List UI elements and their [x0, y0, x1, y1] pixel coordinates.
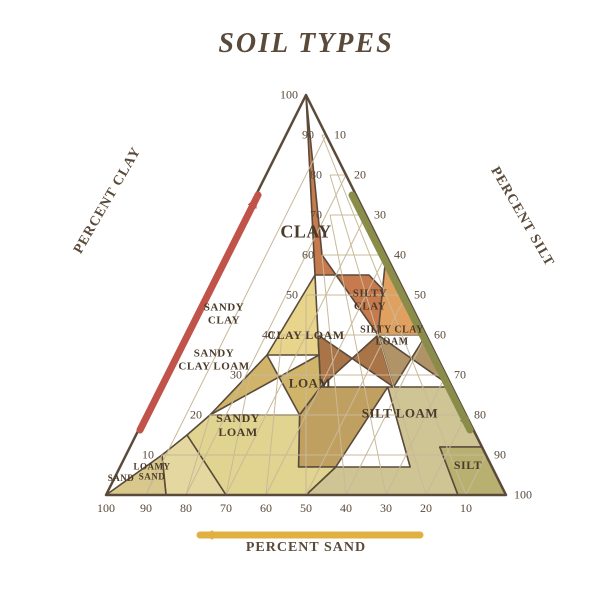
ternary-triangle [0, 0, 612, 612]
tick-label: 40 [394, 248, 406, 263]
tick-label: 10 [142, 448, 154, 463]
tick-label: 80 [474, 408, 486, 423]
region-label: LOAMYSAND [134, 462, 171, 483]
tick-label: 70 [454, 368, 466, 383]
tick-label: 50 [300, 501, 312, 516]
tick-label: 50 [414, 288, 426, 303]
region-label: SILT LOAM [362, 407, 438, 422]
tick-label: 100 [97, 501, 115, 516]
region-label: SANDYCLAY LOAM [178, 347, 249, 372]
region-label: SANDYLOAM [216, 412, 260, 440]
region-label: SANDYCLAY [204, 301, 244, 326]
tick-label: 40 [340, 501, 352, 516]
axis-arrow [200, 530, 420, 540]
tick-label: 20 [354, 168, 366, 183]
region-label: SAND [108, 473, 135, 483]
tick-label: 90 [302, 128, 314, 143]
tick-label: 90 [140, 501, 152, 516]
region-label: CLAY [280, 222, 331, 243]
region-label: SILTY CLAYLOAM [360, 325, 424, 348]
region-label: SILTYCLAY [353, 287, 388, 312]
tick-label: 70 [220, 501, 232, 516]
tick-label: 100 [514, 488, 532, 503]
tick-label: 30 [374, 208, 386, 223]
region-label: CLAY LOAM [267, 329, 344, 343]
tick-label: 20 [190, 408, 202, 423]
tick-label: 50 [286, 288, 298, 303]
tick-label: 80 [310, 168, 322, 183]
tick-label: 60 [260, 501, 272, 516]
tick-label: 10 [334, 128, 346, 143]
diagram-root: SOIL TYPES PERCENT CLAY PERCENT SILT PER… [0, 0, 612, 612]
tick-label: 90 [494, 448, 506, 463]
tick-label: 10 [460, 501, 472, 516]
axis-label-sand: PERCENT SAND [0, 540, 612, 556]
tick-label: 60 [434, 328, 446, 343]
region-label: SILT [454, 459, 482, 473]
tick-label: 100 [280, 88, 298, 103]
tick-label: 80 [180, 501, 192, 516]
tick-label: 20 [420, 501, 432, 516]
tick-label: 30 [380, 501, 392, 516]
tick-label: 70 [310, 208, 322, 223]
tick-label: 60 [302, 248, 314, 263]
region-label: LOAM [289, 377, 331, 392]
